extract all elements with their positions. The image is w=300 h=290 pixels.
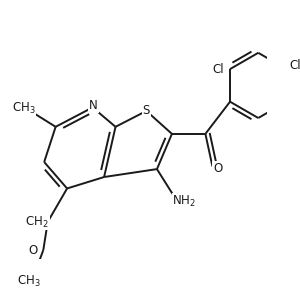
Text: Cl: Cl [289, 59, 300, 72]
Text: NH$_2$: NH$_2$ [172, 194, 196, 209]
Text: CH$_3$: CH$_3$ [12, 101, 36, 116]
Text: O: O [28, 244, 38, 257]
Text: S: S [143, 104, 150, 117]
Text: Cl: Cl [212, 63, 224, 76]
Text: O: O [213, 162, 222, 175]
Text: CH$_2$: CH$_2$ [25, 214, 49, 229]
Text: N: N [89, 99, 98, 112]
Text: CH$_3$: CH$_3$ [17, 274, 41, 289]
